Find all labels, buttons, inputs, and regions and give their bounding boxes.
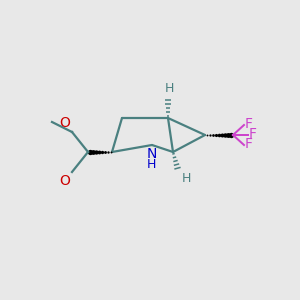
Text: O: O xyxy=(59,116,70,130)
Text: H: H xyxy=(164,82,174,95)
Text: H: H xyxy=(146,158,156,171)
Text: F: F xyxy=(245,137,253,151)
Text: F: F xyxy=(249,127,257,141)
Text: N: N xyxy=(147,147,157,161)
Text: O: O xyxy=(59,174,70,188)
Text: H: H xyxy=(182,172,191,185)
Text: F: F xyxy=(245,117,253,131)
